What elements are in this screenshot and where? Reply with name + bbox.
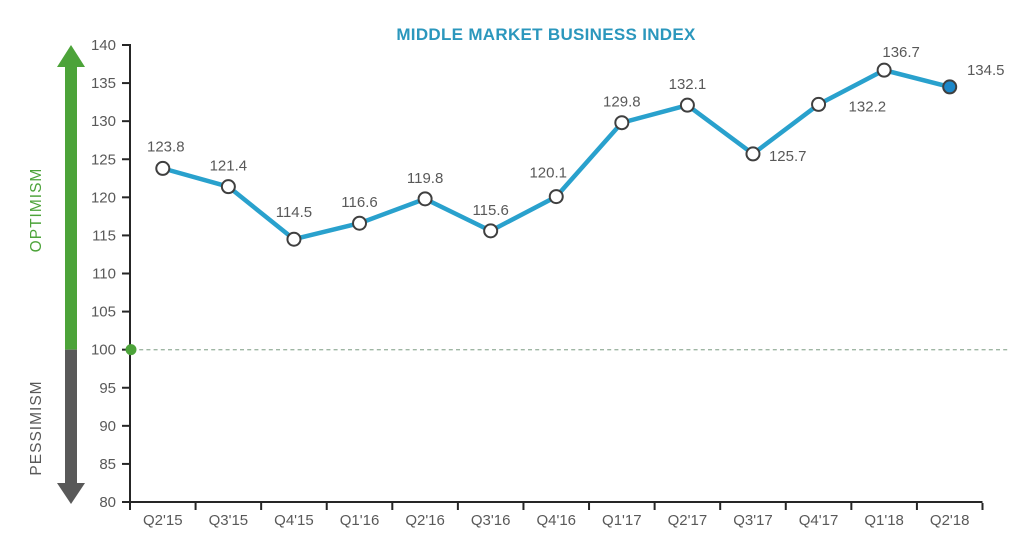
optimism-arrowhead-icon [57, 45, 85, 67]
y-tick-label: 95 [99, 380, 116, 397]
pessimism-label: PESSIMISM [28, 380, 45, 475]
data-point-label: 125.7 [769, 148, 807, 165]
y-tick-label: 90 [99, 418, 116, 435]
x-tick-label: Q3'16 [471, 512, 511, 529]
data-point-marker [679, 97, 695, 113]
optimism-label: OPTIMISM [28, 168, 45, 253]
data-point-label: 121.4 [210, 158, 248, 175]
y-tick-label: 85 [99, 456, 116, 473]
baseline-dot-icon [125, 344, 137, 356]
data-point-label: 119.8 [407, 170, 443, 187]
x-tick-label: Q3'17 [733, 512, 773, 529]
data-point-marker [417, 191, 433, 207]
x-tick-label: Q2'15 [143, 512, 183, 529]
data-point-marker [220, 179, 236, 195]
x-tick-label: Q2'16 [405, 512, 445, 529]
data-point-label: 132.1 [669, 76, 707, 93]
y-tick-label: 120 [91, 189, 116, 206]
data-point-marker [548, 189, 564, 205]
data-point-marker-current [942, 79, 958, 95]
data-point-marker [811, 96, 827, 112]
y-tick-label: 100 [91, 342, 116, 359]
pessimism-arrowhead-icon [57, 483, 85, 504]
data-point-label: 116.6 [341, 194, 377, 211]
y-tick-label: 105 [91, 304, 116, 321]
y-tick-label: 135 [91, 75, 116, 92]
y-tick-label: 110 [92, 266, 116, 283]
data-point-marker [352, 215, 368, 231]
x-tick-label: Q4'16 [536, 512, 576, 529]
x-tick-label: Q1'18 [864, 512, 904, 529]
data-point-label: 120.1 [529, 165, 567, 182]
x-tick-label: Q4'17 [799, 512, 839, 529]
data-point-marker [614, 115, 630, 131]
data-point-label: 132.2 [849, 98, 887, 115]
data-point-label: 134.5 [967, 62, 1005, 79]
data-point-marker [286, 231, 302, 247]
data-point-label: 114.5 [276, 204, 312, 221]
data-point-label: 136.7 [882, 44, 920, 61]
data-point-label: 115.6 [472, 202, 508, 219]
x-tick-label: Q1'16 [340, 512, 380, 529]
y-tick-label: 80 [99, 494, 116, 511]
y-tick-label: 140 [91, 37, 116, 54]
data-point-label: 123.8 [147, 138, 185, 155]
data-point-marker [745, 146, 761, 162]
data-point-marker [483, 223, 499, 239]
y-tick-label: 125 [91, 151, 116, 168]
x-tick-label: Q2'17 [668, 512, 708, 529]
data-point-marker [876, 62, 892, 78]
chart-title: MIDDLE MARKET BUSINESS INDEX [396, 25, 696, 44]
axis-lines [129, 44, 983, 503]
y-tick-label: 130 [91, 113, 116, 130]
x-tick-label: Q1'17 [602, 512, 642, 529]
data-point-marker [155, 160, 171, 176]
optimism-arrow-shaft [65, 65, 77, 350]
data-point-label: 129.8 [603, 94, 641, 111]
x-tick-label: Q2'18 [930, 512, 970, 529]
x-tick-label: Q3'15 [209, 512, 249, 529]
x-tick-label: Q4'15 [274, 512, 314, 529]
y-tick-label: 115 [92, 227, 116, 244]
pessimism-arrow-shaft [65, 349, 77, 483]
